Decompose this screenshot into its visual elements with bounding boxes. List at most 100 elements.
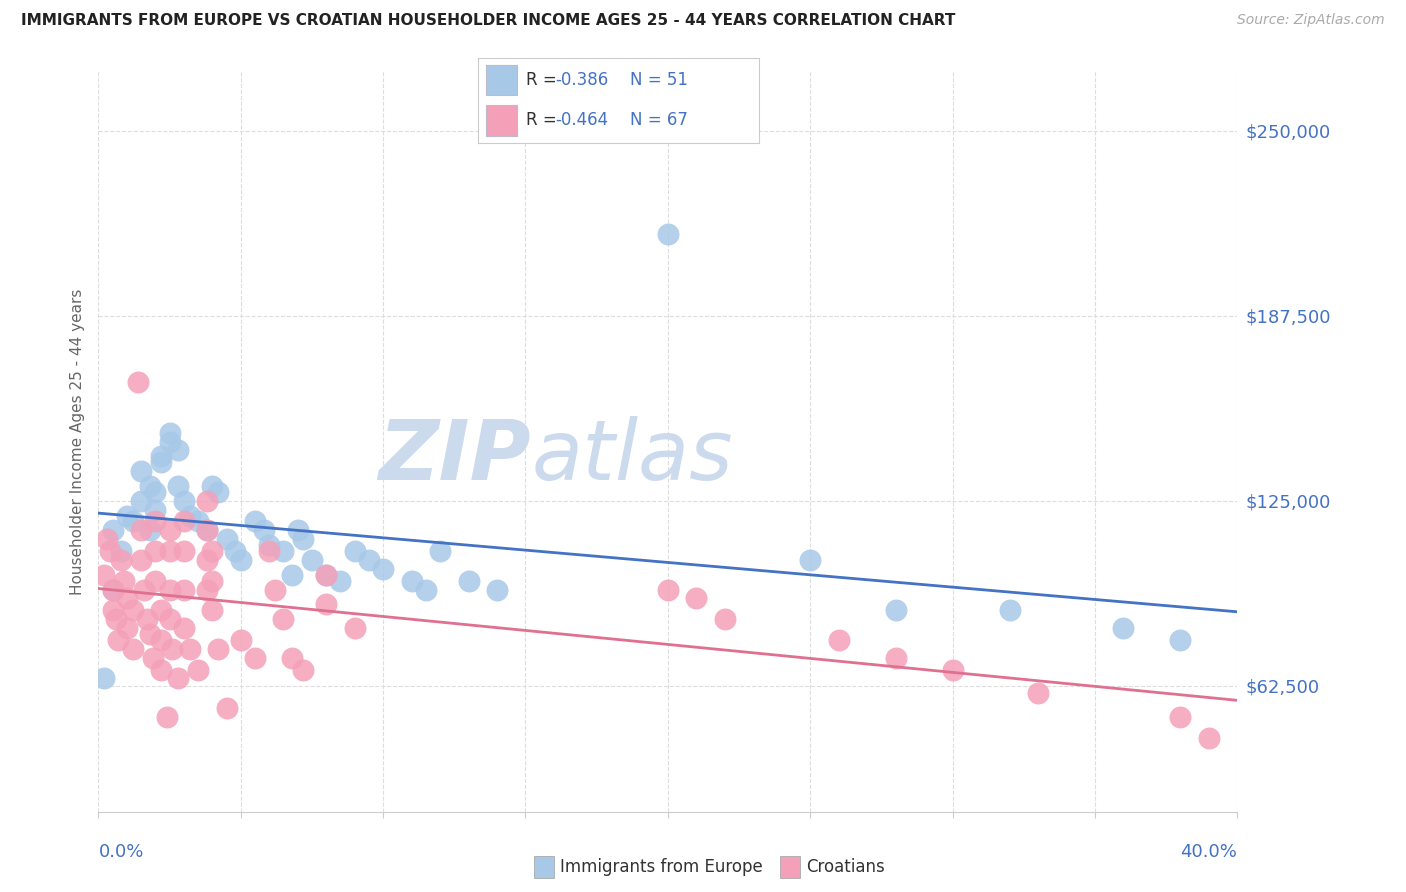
Point — [243, 650, 266, 665]
Text: 0.0%: 0.0% — [98, 843, 143, 861]
Text: Immigrants from Europe: Immigrants from Europe — [560, 858, 762, 876]
Point — [173, 621, 195, 635]
Point — [195, 493, 218, 508]
Point — [1170, 632, 1192, 647]
Point — [315, 567, 337, 582]
Point — [110, 544, 132, 558]
Point — [315, 598, 337, 612]
Point — [187, 663, 209, 677]
Point — [486, 582, 509, 597]
Point — [657, 227, 679, 242]
Point — [329, 574, 352, 588]
Point — [281, 567, 304, 582]
Point — [127, 376, 149, 390]
Point — [685, 591, 707, 606]
Point — [315, 567, 337, 582]
Point — [159, 612, 181, 626]
Point — [273, 544, 295, 558]
Point — [173, 544, 195, 558]
Point — [115, 508, 138, 523]
Point — [167, 479, 190, 493]
Point — [110, 553, 132, 567]
Point — [343, 544, 366, 558]
Point — [145, 544, 167, 558]
Point — [129, 464, 152, 478]
Point — [162, 641, 184, 656]
Point — [942, 663, 965, 677]
Point — [159, 544, 181, 558]
Point — [101, 582, 124, 597]
Text: -0.386: -0.386 — [555, 71, 609, 89]
Point — [201, 479, 224, 493]
Point — [150, 450, 173, 464]
Point — [287, 524, 309, 538]
Point — [229, 632, 252, 647]
Point — [141, 650, 163, 665]
Point — [115, 591, 138, 606]
Point — [107, 632, 129, 647]
Text: N = 51: N = 51 — [630, 71, 688, 89]
Point — [195, 524, 218, 538]
Text: ZIP: ZIP — [378, 416, 531, 497]
Point — [243, 515, 266, 529]
Text: Source: ZipAtlas.com: Source: ZipAtlas.com — [1237, 13, 1385, 28]
Point — [799, 553, 821, 567]
Point — [259, 544, 281, 558]
Point — [159, 425, 181, 440]
Point — [121, 641, 143, 656]
Text: -0.464: -0.464 — [555, 111, 609, 128]
Point — [179, 641, 201, 656]
Point — [145, 484, 167, 499]
Point — [121, 515, 143, 529]
Point — [98, 544, 121, 558]
Point — [884, 650, 907, 665]
Point — [201, 603, 224, 617]
Point — [129, 553, 152, 567]
Point — [138, 479, 160, 493]
Point — [343, 621, 366, 635]
Point — [179, 508, 201, 523]
Point — [457, 574, 479, 588]
Point — [292, 533, 315, 547]
Point — [195, 582, 218, 597]
Bar — [486, 105, 517, 136]
Text: IMMIGRANTS FROM EUROPE VS CROATIAN HOUSEHOLDER INCOME AGES 25 - 44 YEARS CORRELA: IMMIGRANTS FROM EUROPE VS CROATIAN HOUSE… — [21, 13, 956, 29]
Y-axis label: Householder Income Ages 25 - 44 years: Householder Income Ages 25 - 44 years — [69, 288, 84, 595]
Point — [429, 544, 451, 558]
Point — [281, 650, 304, 665]
Point — [101, 582, 124, 597]
Point — [173, 582, 195, 597]
Point — [135, 612, 157, 626]
Point — [292, 663, 315, 677]
Point — [173, 493, 195, 508]
Bar — [486, 65, 517, 95]
Point — [167, 672, 190, 686]
Point — [264, 582, 287, 597]
Point — [159, 582, 181, 597]
Point — [224, 544, 246, 558]
Text: R =: R = — [526, 71, 562, 89]
Point — [138, 627, 160, 641]
Point — [401, 574, 423, 588]
Point — [129, 493, 152, 508]
Point — [121, 603, 143, 617]
Point — [96, 533, 118, 547]
Point — [373, 562, 395, 576]
Point — [93, 567, 115, 582]
Point — [159, 524, 181, 538]
Point — [657, 582, 679, 597]
Point — [112, 574, 135, 588]
Point — [195, 524, 218, 538]
Point — [1170, 710, 1192, 724]
Point — [273, 612, 295, 626]
Point — [1112, 621, 1135, 635]
Point — [215, 533, 238, 547]
Point — [195, 553, 218, 567]
Point — [145, 515, 167, 529]
Point — [828, 632, 851, 647]
Text: Croatians: Croatians — [806, 858, 884, 876]
Point — [187, 515, 209, 529]
Text: 40.0%: 40.0% — [1181, 843, 1237, 861]
Point — [252, 524, 274, 538]
Point — [998, 603, 1021, 617]
